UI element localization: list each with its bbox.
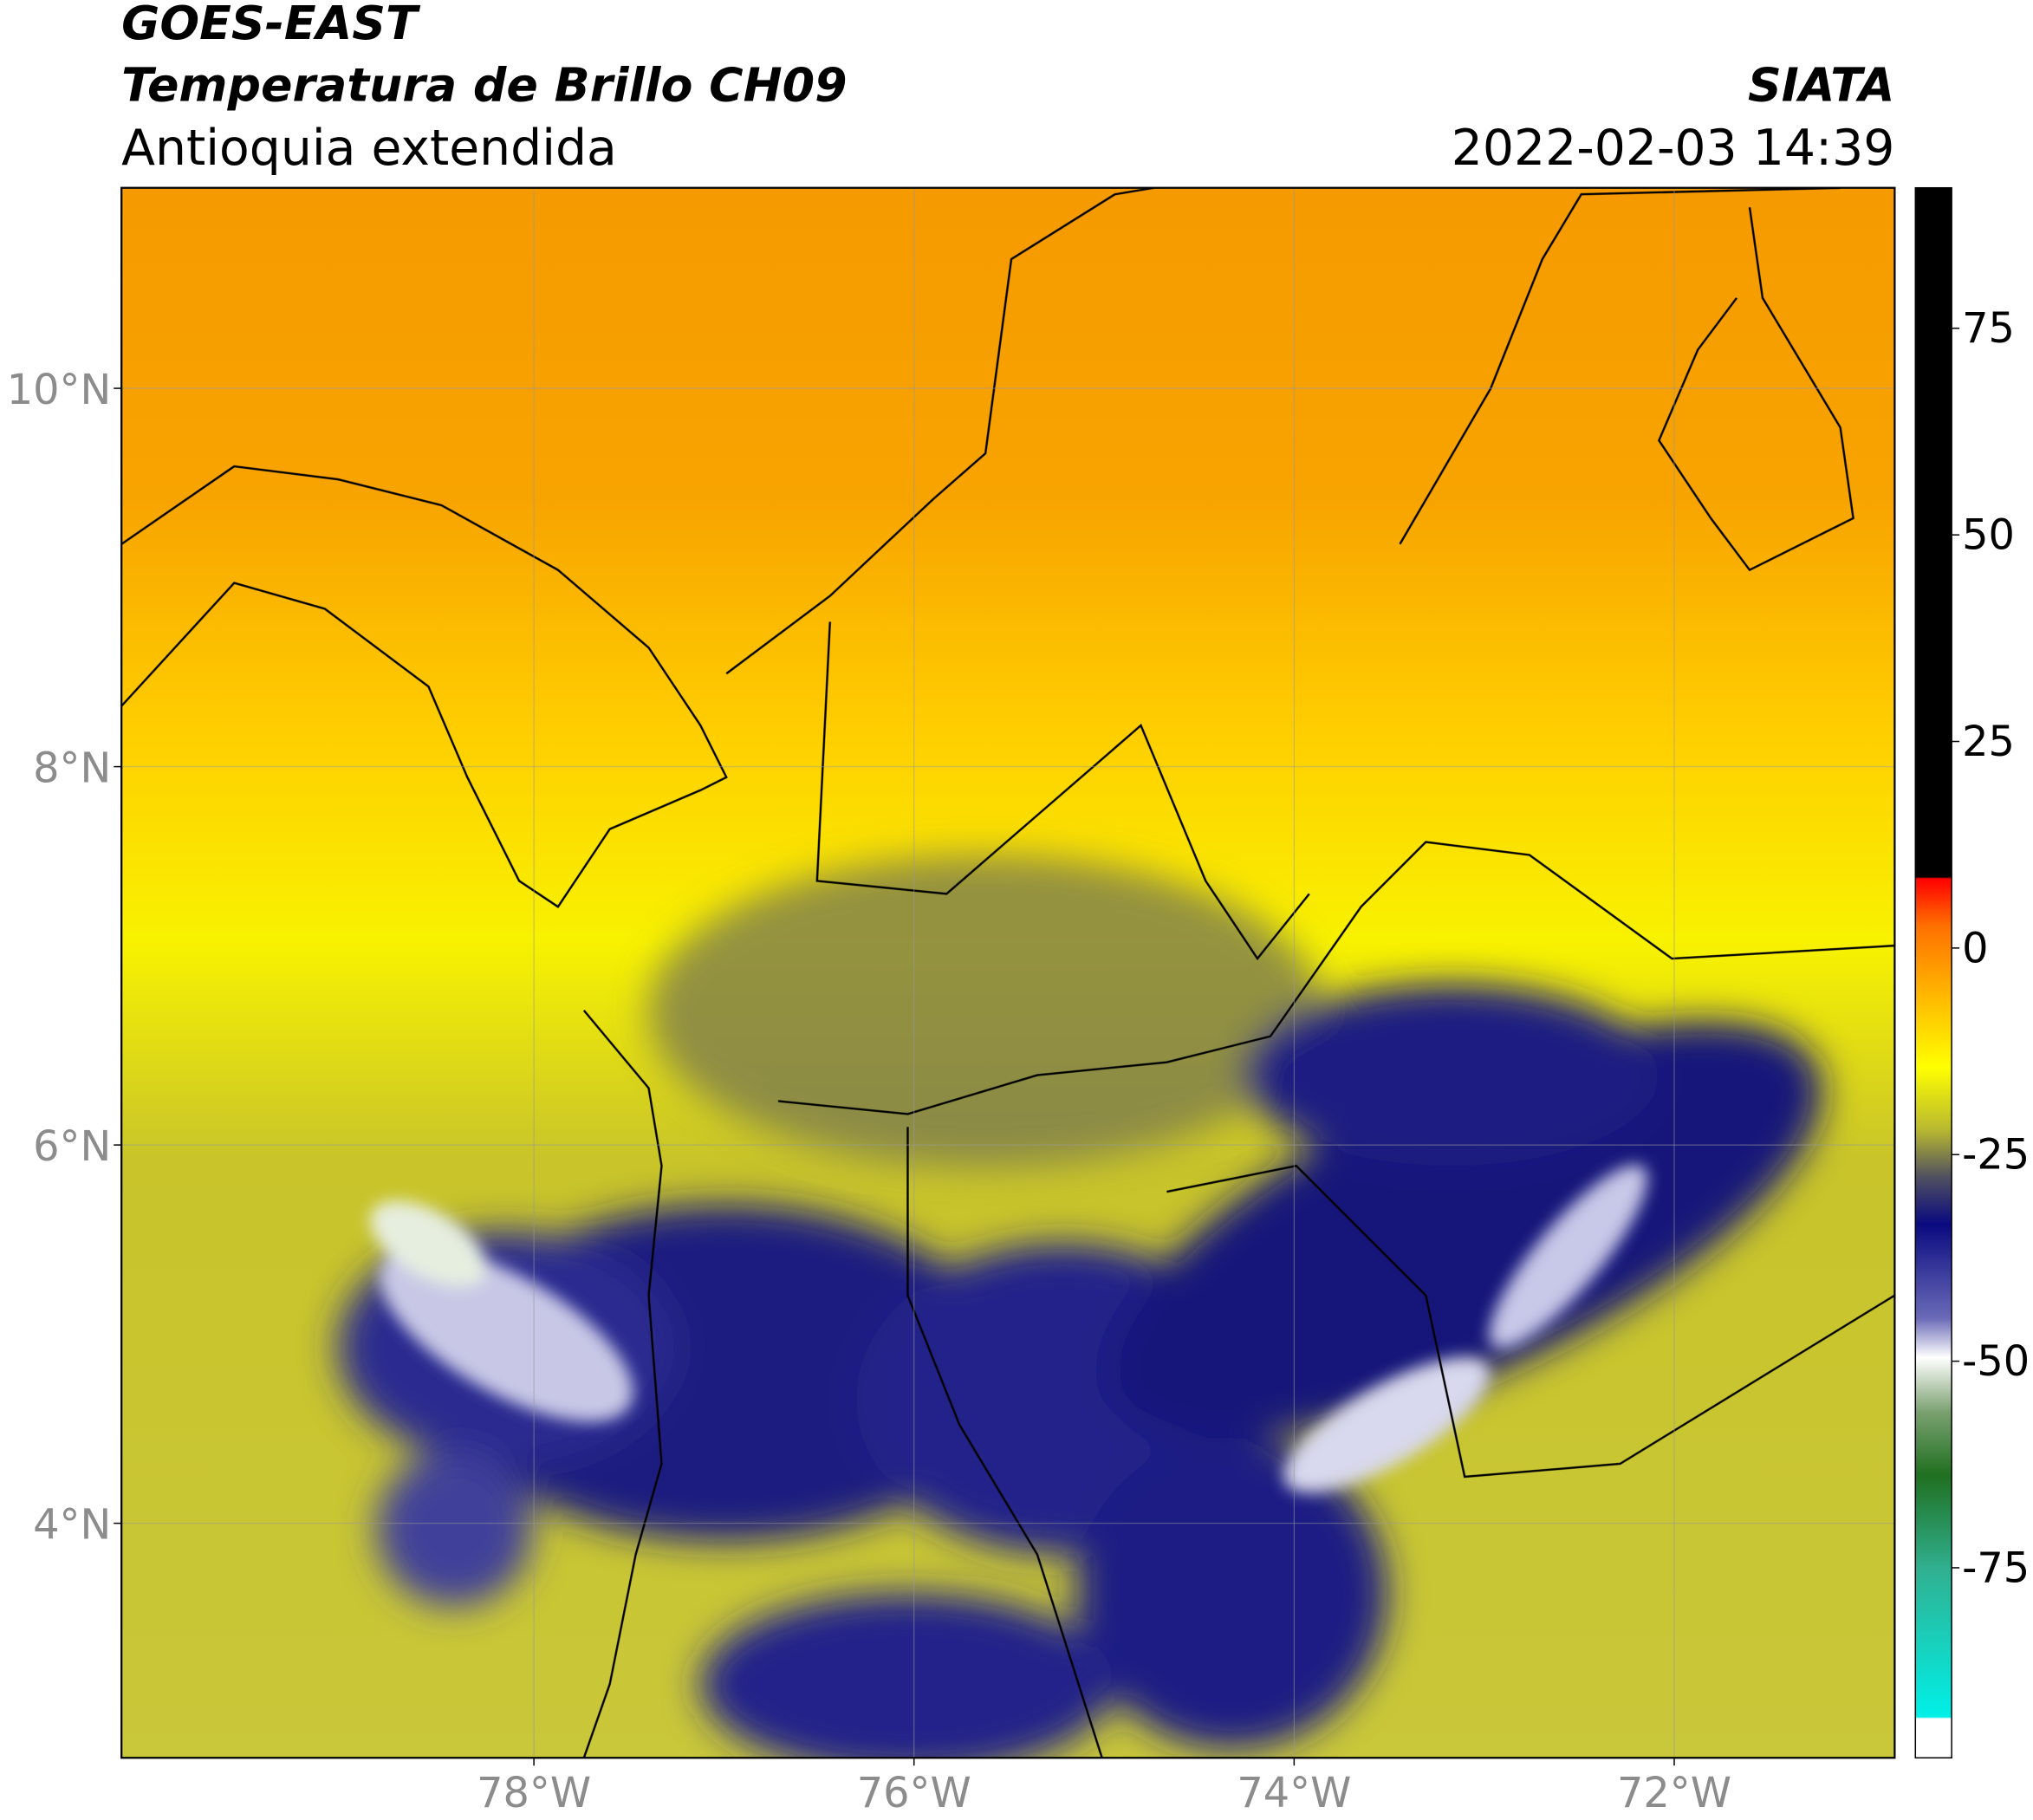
colorbar-tick-label: -75 <box>1962 1544 2030 1592</box>
lat-tick-label: 10°N <box>7 367 112 414</box>
lat-tick-label: 8°N <box>33 745 111 793</box>
lon-tick-label: 74°W <box>1237 1770 1351 1817</box>
colorbar-tick-label: 0 <box>1962 925 1988 972</box>
lat-tick-label: 6°N <box>33 1123 111 1171</box>
colorbar-tick-label: -50 <box>1962 1338 2030 1386</box>
colorbar-tick-label: -25 <box>1962 1132 2030 1180</box>
colorbar-ticks: -75 -50 -25 0 25 50 75 <box>1952 305 2030 1592</box>
graticule: 78°W 76°W 74°W 72°W 4°N 6°N 8°N 10°N <box>7 187 1895 1817</box>
colorbar-tick-label: 75 <box>1962 305 2015 353</box>
lon-tick-label: 72°W <box>1617 1770 1731 1817</box>
datetime: 2022-02-03 14:39 <box>1452 120 1895 177</box>
title: GOES-EAST <box>121 0 421 50</box>
colorbar-tick-label: 50 <box>1962 512 2015 560</box>
lon-tick-label: 76°W <box>857 1770 971 1817</box>
region: Antioquia extendida <box>121 120 617 177</box>
lon-tick-label: 78°W <box>477 1770 591 1817</box>
lat-tick-label: 4°N <box>33 1502 111 1550</box>
map-frame <box>120 186 1896 1759</box>
source: SIATA <box>1748 58 1894 113</box>
coastlines <box>121 187 1895 1758</box>
subtitle: Temperatura de Brillo CH09 <box>121 58 847 113</box>
colorbar <box>1914 186 1952 1759</box>
colorbar-tick-label: 25 <box>1962 718 2015 766</box>
satellite-image <box>121 187 1895 1758</box>
